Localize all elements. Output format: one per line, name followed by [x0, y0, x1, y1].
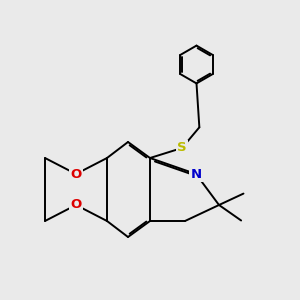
Text: N: N [190, 167, 202, 181]
Text: O: O [70, 167, 82, 181]
Text: S: S [177, 142, 187, 154]
Text: O: O [70, 199, 82, 212]
